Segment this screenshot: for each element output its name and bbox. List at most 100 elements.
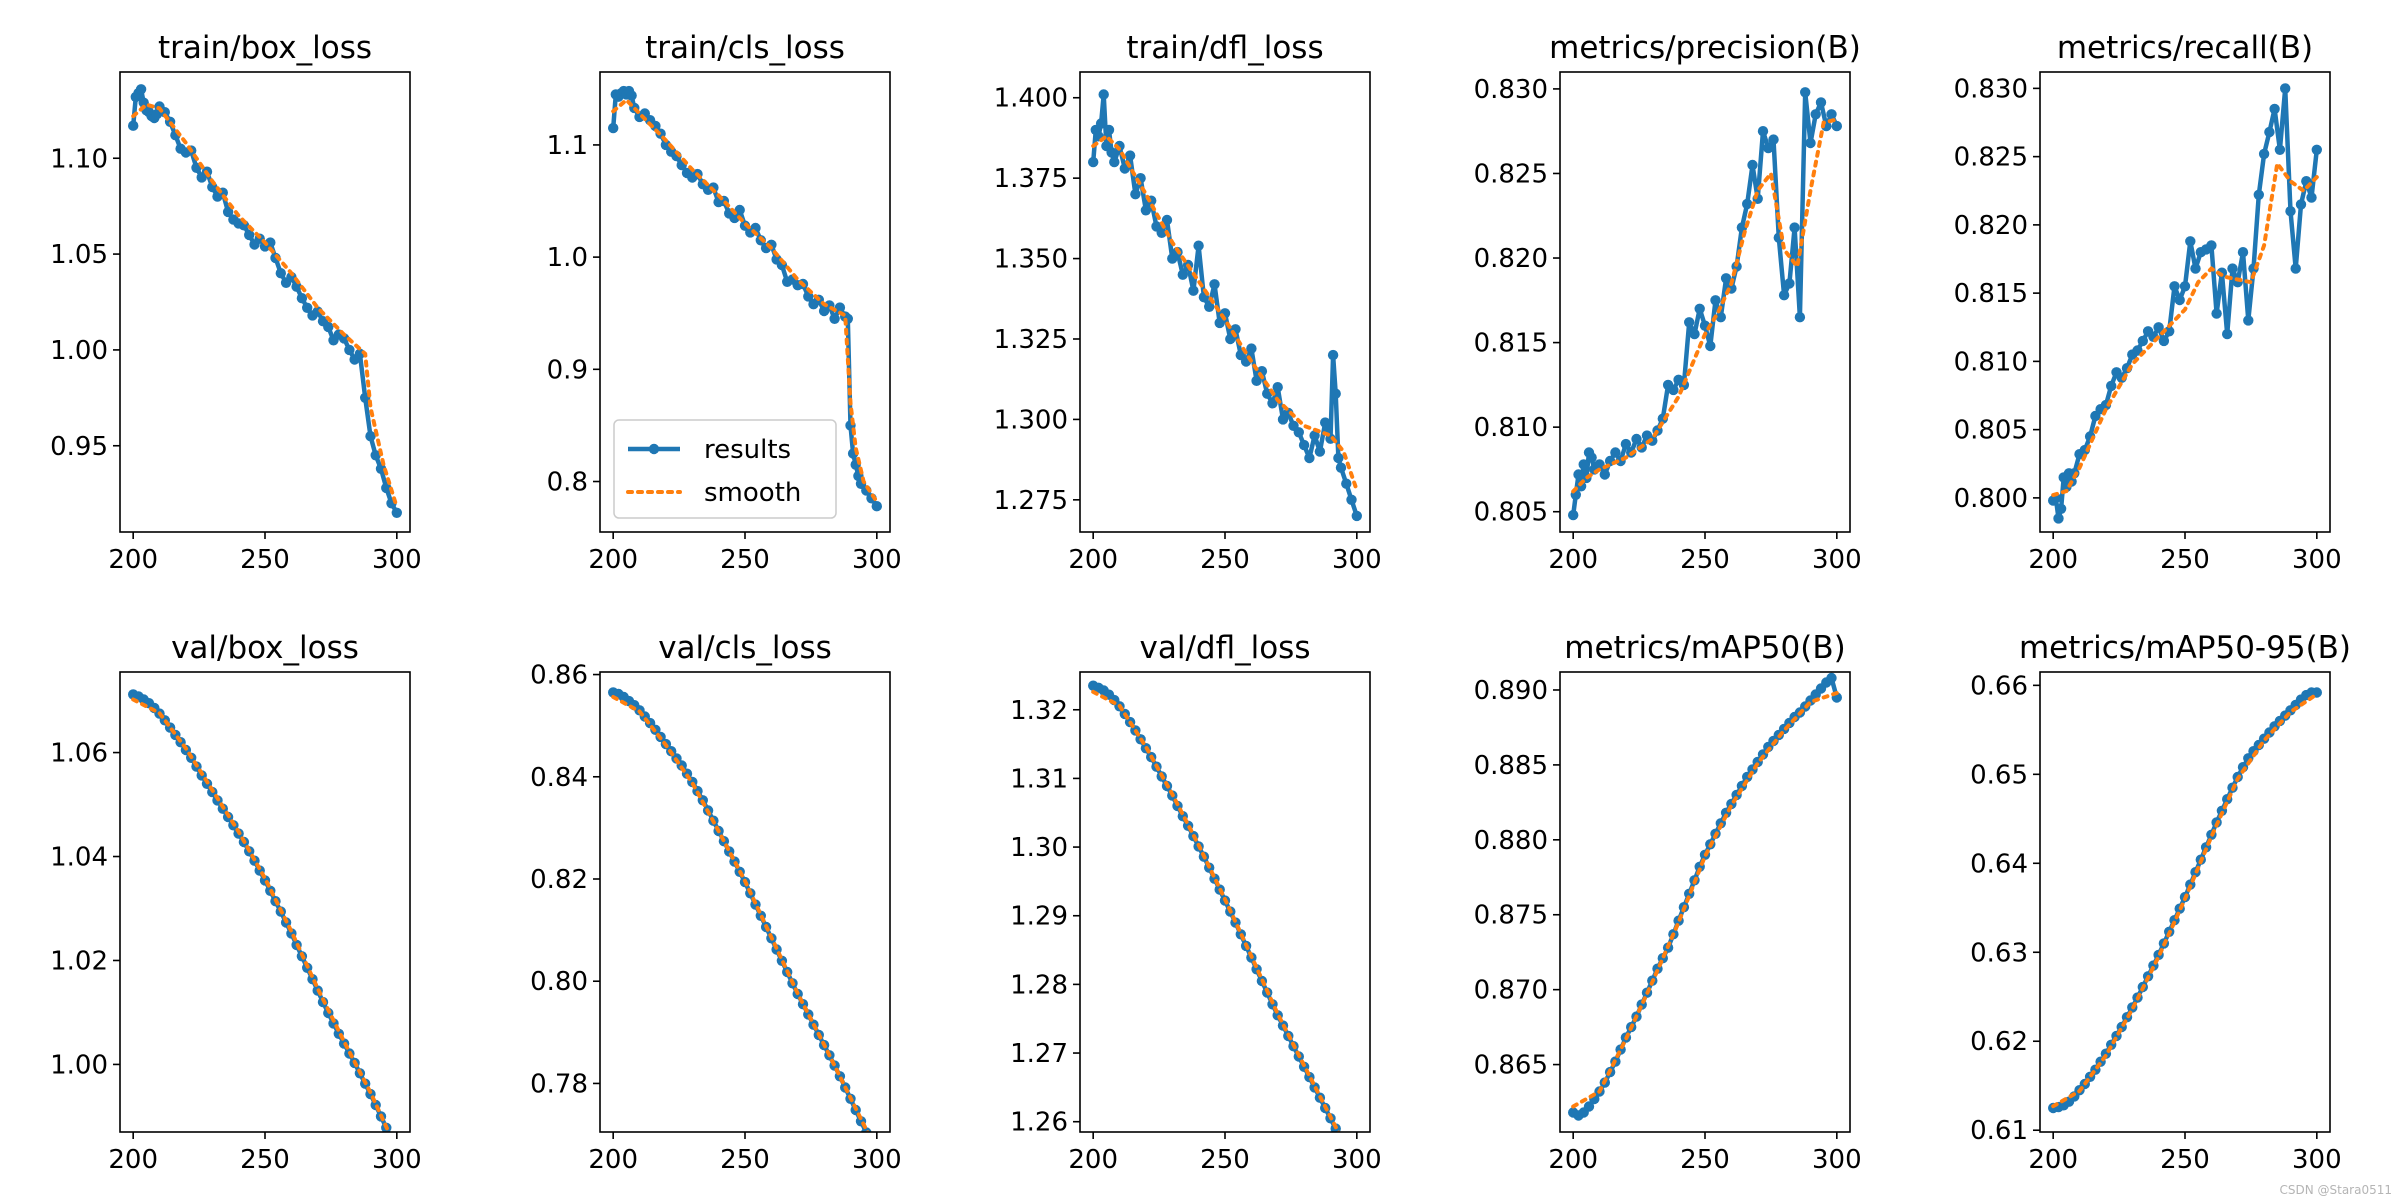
data-point: [1610, 447, 1621, 458]
x-tick-label: 300: [372, 1145, 422, 1175]
x-tick-label: 300: [2292, 1145, 2342, 1175]
y-tick-label: 0.805: [1474, 498, 1548, 528]
data-point: [1193, 240, 1204, 251]
y-tick-label: 0.61: [1970, 1116, 2028, 1146]
data-point: [1327, 349, 1339, 361]
plot-area: [128, 689, 392, 1132]
x-tick-label: 300: [1332, 1145, 1382, 1175]
data-point: [1109, 156, 1120, 168]
y-tick-label: 1.02: [50, 946, 108, 976]
chart-svg: val/cls_loss 200 250 300 0.78 0.80 0.82 0.84 0.8…: [530, 630, 902, 1175]
y-tick-label: 0.830: [1474, 75, 1548, 105]
series-smooth-line: [2051, 692, 2319, 1109]
chart-svg: metrics/recall(B) 200 250 300 0.800 0.805 0.81…: [1954, 30, 2342, 575]
data-point: [1568, 509, 1579, 521]
series-smooth-line: [1571, 691, 1839, 1109]
data-point: [1631, 433, 1642, 445]
data-point: [370, 450, 381, 461]
chart-panel-7: val/dfl_loss 200 250 300 1.26 1.27 1.28 1.29 1.3…: [960, 600, 1440, 1200]
y-tick-label: 1.30: [1010, 833, 1068, 863]
data-point: [344, 344, 355, 356]
data-point: [1747, 159, 1758, 171]
data-point: [1225, 333, 1236, 345]
data-point: [381, 482, 392, 494]
axes-frame: [119, 671, 411, 1133]
y-tick-label: 1.300: [994, 405, 1068, 435]
y-tick-label: 1.04: [50, 843, 108, 873]
data-point: [1272, 382, 1283, 393]
data-point: [1304, 452, 1315, 464]
data-point: [2253, 189, 2264, 200]
data-point: [1826, 672, 1837, 684]
y-tick-label: 1.26: [1010, 1108, 1068, 1138]
data-point: [2169, 281, 2180, 292]
y-tick-label: 1.00: [50, 336, 108, 366]
data-point: [128, 120, 139, 131]
y-tick-label: 1.28: [1010, 970, 1068, 1000]
data-point: [1684, 317, 1695, 328]
chart-svg: metrics/precision(B) 200 250 300 0.805 0.810 0…: [1474, 30, 1862, 575]
chart-title: train/cls_loss: [645, 30, 845, 66]
data-point: [1188, 285, 1199, 296]
y-tick-label: 0.815: [1954, 279, 2028, 309]
y-tick-label: 0.78: [530, 1069, 588, 1099]
data-point: [1336, 1134, 1346, 1144]
y-tick-label: 1.31: [1010, 764, 1068, 794]
chart-svg: metrics/mAP50(B) 200 250 300 0.865 0.870 0.875…: [1474, 630, 1862, 1175]
y-tick-label: 0.875: [1474, 901, 1548, 931]
data-point: [1573, 469, 1584, 480]
x-tick-label: 250: [720, 1145, 770, 1175]
series-results-line: [612, 690, 869, 1132]
data-point: [1106, 147, 1117, 158]
data-point: [1594, 459, 1605, 470]
data-point: [1298, 439, 1310, 451]
y-tick-label: 1.06: [50, 739, 108, 769]
y-tick-label: 0.825: [1954, 143, 2028, 173]
series-results-line: [132, 692, 391, 1132]
axes-frame: [1079, 71, 1371, 533]
data-point: [1309, 430, 1320, 441]
data-point: [729, 212, 740, 224]
data-point: [1246, 343, 1257, 354]
chart-svg: train/box_loss 200 250 300 0.95 1.00 1.05 1.10: [50, 30, 422, 575]
data-point: [1177, 269, 1188, 280]
data-point: [338, 333, 350, 344]
chart-panel-2: train/dfl_loss 200 250 300 1.275 1.300 1.325 1.…: [960, 0, 1440, 600]
data-point: [2190, 263, 2201, 274]
chart-panel-9: metrics/mAP50-95(B) 200 250 300 0.61 0.62 0.63…: [1920, 600, 2400, 1200]
data-point: [2285, 206, 2296, 217]
data-point: [1815, 97, 1827, 108]
x-tick-label: 200: [2028, 1145, 2078, 1175]
plot-area: [608, 85, 882, 512]
data-point: [1267, 398, 1278, 409]
y-tick-label: 0.820: [1954, 211, 2028, 241]
x-tick-label: 200: [588, 1145, 638, 1175]
data-point: [2179, 281, 2191, 292]
data-point: [1156, 227, 1167, 238]
chart-title: metrics/precision(B): [1549, 30, 1861, 66]
data-point: [2132, 345, 2143, 356]
y-tick-label: 1.1: [547, 131, 588, 161]
y-tick-label: 0.9: [547, 355, 588, 385]
chart-panel-4: metrics/recall(B) 200 250 300 0.800 0.805 0.81…: [1920, 0, 2400, 600]
x-tick-label: 250: [2160, 1145, 2210, 1175]
chart-svg: train/dfl_loss 200 250 300 1.275 1.300 1.325 1.…: [994, 30, 1382, 575]
chart-title: train/box_loss: [158, 30, 372, 66]
x-tick-label: 200: [588, 545, 638, 575]
y-tick-label: 0.80: [530, 967, 588, 997]
y-tick-label: 0.800: [1954, 484, 2028, 514]
x-tick-label: 250: [1200, 1145, 1250, 1175]
chart-panel-8: metrics/mAP50(B) 200 250 300 0.865 0.870 0.875…: [1440, 600, 1920, 1200]
chart-panel-3: metrics/precision(B) 200 250 300 0.805 0.810 0…: [1440, 0, 1920, 600]
chart-title: train/dfl_loss: [1126, 30, 1323, 66]
series-smooth-line: [131, 102, 399, 510]
data-point: [1161, 214, 1173, 226]
data-point: [1789, 222, 1800, 233]
x-tick-label: 300: [852, 545, 902, 575]
data-point: [2211, 308, 2222, 319]
data-point: [244, 229, 255, 241]
y-tick-label: 0.64: [1970, 849, 2028, 879]
x-tick-label: 250: [1680, 1145, 1730, 1175]
chart-panel-0: train/box_loss 200 250 300 0.95 1.00 1.05 1.10: [0, 0, 480, 600]
